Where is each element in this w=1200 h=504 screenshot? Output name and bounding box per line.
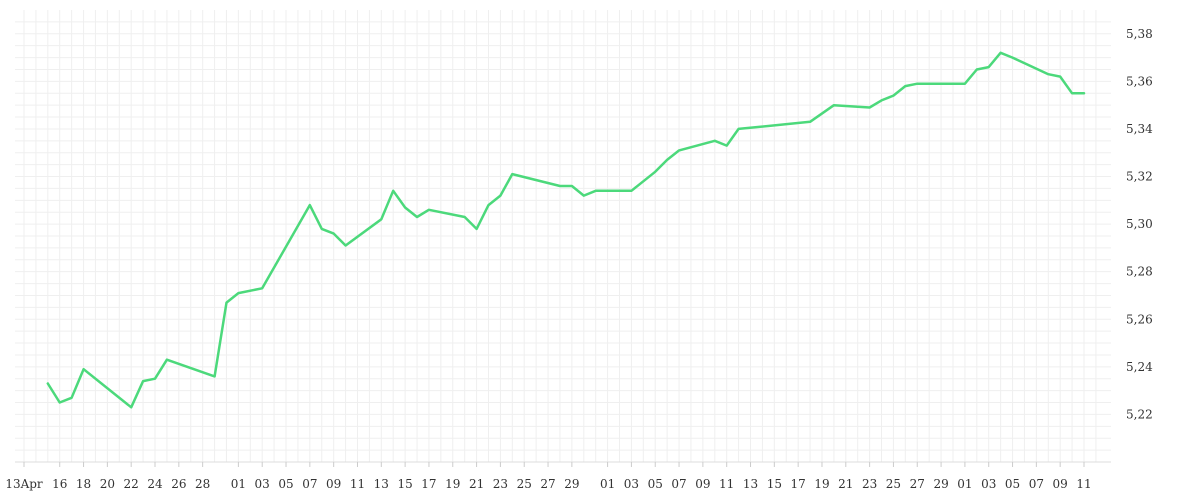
x-tick-label: 15 <box>397 477 412 491</box>
series-line <box>46 51 1086 409</box>
x-tick-label: 16 <box>52 477 67 491</box>
x-tick-label: 07 <box>1029 477 1044 491</box>
x-tick-label: 19 <box>445 477 460 491</box>
grid-layer <box>15 10 1111 463</box>
x-tick-label: 25 <box>517 477 532 491</box>
x-tick-label: 28 <box>195 477 210 491</box>
x-tick-label: 15 <box>767 477 782 491</box>
x-tick-label: 03 <box>981 477 996 491</box>
x-tick-label: 25 <box>886 477 901 491</box>
x-tick-label: 29 <box>564 477 579 491</box>
y-tick-label: 5,26 <box>1126 312 1153 326</box>
x-tick-label: 22 <box>124 477 139 491</box>
x-tick-label: 11 <box>1076 477 1091 491</box>
x-tick-label: 09 <box>326 477 341 491</box>
x-tick-label: 01 <box>231 477 246 491</box>
y-tick-label: 5,34 <box>1126 122 1153 136</box>
x-tick-label: 26 <box>171 477 186 491</box>
x-tick-label: 03 <box>624 477 639 491</box>
series-layer <box>46 51 1086 409</box>
x-tick-label: 01 <box>600 477 615 491</box>
x-tick-label: 01 <box>957 477 972 491</box>
x-tick-label: 13Apr <box>5 477 43 491</box>
x-tick-label: 21 <box>838 477 853 491</box>
x-tick-label: 09 <box>695 477 710 491</box>
y-tick-label: 5,28 <box>1126 265 1153 279</box>
x-tick-label: 03 <box>255 477 270 491</box>
x-tick-label: 21 <box>469 477 484 491</box>
x-tick-label: 11 <box>350 477 365 491</box>
x-tick-label: 27 <box>910 477 925 491</box>
x-tick-label: 23 <box>493 477 508 491</box>
x-tick-label: 09 <box>1053 477 1068 491</box>
x-tick-label: 27 <box>540 477 555 491</box>
y-tick-label: 5,38 <box>1126 27 1153 41</box>
x-tick-label: 17 <box>421 477 436 491</box>
x-tick-label: 20 <box>100 477 115 491</box>
x-tick-label: 24 <box>147 477 163 491</box>
x-tick-label: 17 <box>791 477 806 491</box>
x-tick-label: 05 <box>278 477 293 491</box>
x-tick-label: 13 <box>374 477 389 491</box>
x-tick-label: 05 <box>1005 477 1020 491</box>
y-tick-label: 5,36 <box>1126 74 1153 88</box>
x-tick-label: 11 <box>719 477 734 491</box>
x-tick-label: 19 <box>814 477 829 491</box>
x-tick-label: 23 <box>862 477 877 491</box>
y-axis: 5,22 5,24 5,26 5,28 5,30 5,32 5,34 5,36 5,38 <box>1126 27 1153 422</box>
x-tick-label: 07 <box>302 477 317 491</box>
y-tick-label: 5,22 <box>1126 407 1153 421</box>
x-tick-label: 18 <box>76 477 91 491</box>
y-tick-label: 5,24 <box>1126 360 1153 374</box>
x-tick-label: 05 <box>648 477 663 491</box>
x-tick-label: 29 <box>933 477 948 491</box>
x-tick-label: 07 <box>671 477 686 491</box>
y-tick-label: 5,32 <box>1126 170 1153 184</box>
y-tick-label: 5,30 <box>1126 217 1153 231</box>
x-tick-label: 13 <box>743 477 758 491</box>
x-axis: 13Apr 16 18 20 22 24 26 28 01 03 05 07 09 11 13 15 17 19 2… <box>5 462 1092 491</box>
